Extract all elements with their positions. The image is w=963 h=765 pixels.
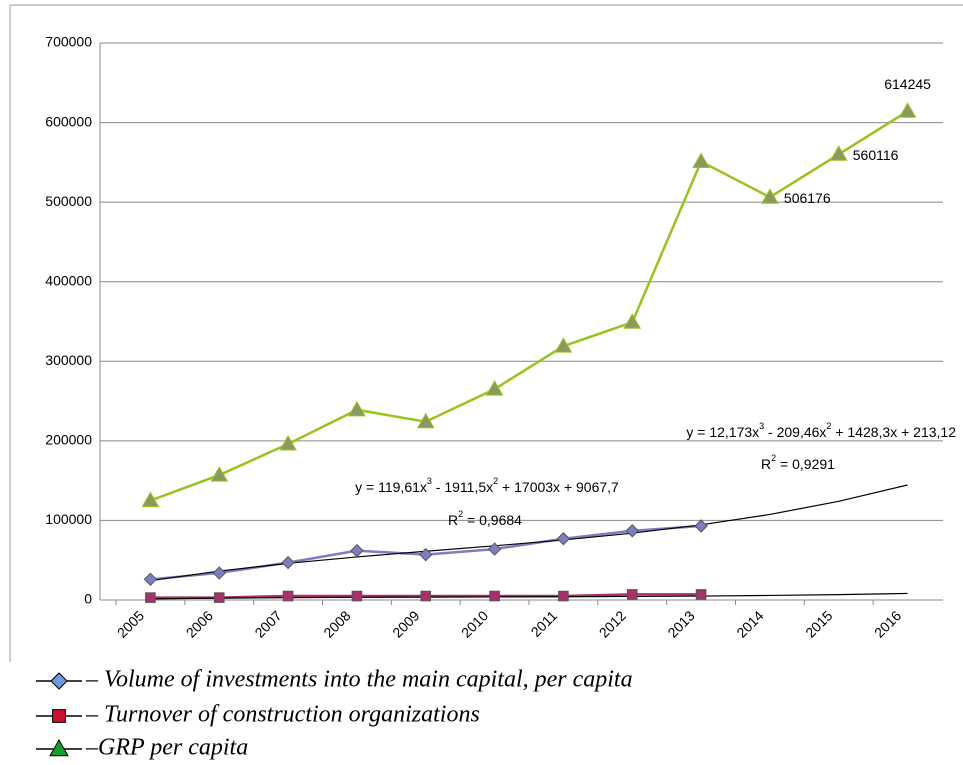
superscript: 3: [427, 476, 432, 486]
x-tick-label: 2016: [871, 607, 904, 640]
data-label: 614245: [884, 76, 931, 92]
data-point: [626, 589, 638, 600]
data-point: [558, 590, 569, 602]
series-line: [149, 110, 909, 502]
legend-label: – Volume of investments into the main ca…: [85, 667, 633, 693]
y-tick-label: 500000: [45, 193, 92, 209]
data-point: [695, 589, 707, 600]
x-tick-label: 2007: [251, 607, 284, 640]
x-tick-label: 2008: [320, 607, 353, 640]
equation-part: y = 119,61x: [355, 479, 427, 495]
legend-marker: [50, 672, 68, 690]
y-tick-label: 700000: [45, 34, 92, 50]
data-point: [829, 145, 848, 161]
x-tick-label: 2011: [528, 607, 561, 640]
y-tick-label: 0: [84, 591, 92, 607]
data-point: [625, 524, 639, 538]
data-point: [761, 188, 779, 204]
superscript: 2: [826, 421, 831, 431]
equation-part: R: [448, 512, 458, 528]
data-label: 560116: [853, 147, 899, 163]
x-tick-label: 2010: [458, 607, 491, 640]
equation-part: = 0,9291: [776, 456, 835, 472]
equation-part: y = 12,173x: [686, 424, 759, 440]
y-tick-label: 200000: [45, 432, 92, 448]
data-point: [554, 337, 573, 353]
x-tick-label: 2013: [664, 607, 697, 640]
legend-label: – Turnover of construction organizations: [85, 702, 480, 728]
y-tick-label: 100000: [45, 511, 92, 527]
equation-part: + 1428,3x + 213,12: [831, 424, 956, 440]
data-point: [348, 400, 366, 417]
x-tick-label: 2009: [389, 607, 422, 640]
superscript: 3: [759, 421, 764, 431]
data-point: [487, 542, 502, 556]
superscript: 2: [493, 476, 498, 486]
data-point: [282, 590, 294, 602]
data-point: [145, 592, 156, 603]
data-point: [212, 566, 226, 580]
data-point: [143, 572, 158, 587]
superscript: 2: [458, 509, 463, 519]
equation-part: R: [761, 456, 771, 472]
data-point: [419, 547, 433, 562]
data-point: [623, 313, 642, 329]
chart-frame: [9, 4, 963, 662]
legend-label: –GRP per capita: [85, 735, 248, 761]
data-point: [281, 555, 295, 570]
data-point: [485, 380, 504, 396]
x-tick-label: 2012: [596, 607, 629, 640]
data-point: [213, 592, 225, 603]
data-point: [350, 543, 364, 558]
trend-equation: y = 119,61x3 - 1911,5x2 + 17003x + 9067,…: [355, 476, 619, 494]
data-point: [420, 590, 432, 602]
data-point: [279, 435, 297, 451]
x-tick-label: 2014: [733, 607, 766, 640]
y-tick-label: 600000: [45, 113, 92, 129]
x-tick-label: 2006: [183, 607, 216, 640]
legend-marker: [49, 738, 69, 757]
data-point: [351, 590, 363, 602]
x-tick-label: 2015: [802, 607, 835, 640]
data-point: [210, 466, 229, 482]
equation-part: + 17003x + 9067,7: [498, 479, 619, 495]
equation-part: = 0,9684: [463, 512, 522, 528]
equation-part: - 1911,5x: [432, 479, 493, 495]
trend-equation: y = 12,173x3 - 209,46x2 + 1428,3x + 213,…: [686, 421, 956, 439]
y-tick-label: 300000: [45, 352, 92, 368]
trend-line: [150, 484, 908, 582]
data-point: [898, 102, 917, 118]
data-label: 506176: [784, 190, 831, 206]
trend-r2: R2 = 0,9684: [448, 509, 522, 527]
trend-line: [150, 592, 908, 600]
legend-marker: [52, 709, 66, 723]
y-tick-label: 400000: [45, 272, 92, 288]
data-point: [556, 532, 571, 546]
x-tick-label: 2005: [114, 607, 147, 640]
data-point: [416, 412, 435, 429]
data-point: [141, 491, 160, 508]
equation-part: - 209,46x: [764, 424, 826, 440]
data-point: [489, 590, 500, 602]
data-point: [692, 152, 710, 169]
superscript: 2: [771, 453, 776, 463]
data-point: [694, 519, 708, 533]
trend-r2: R2 = 0,9291: [761, 453, 835, 471]
